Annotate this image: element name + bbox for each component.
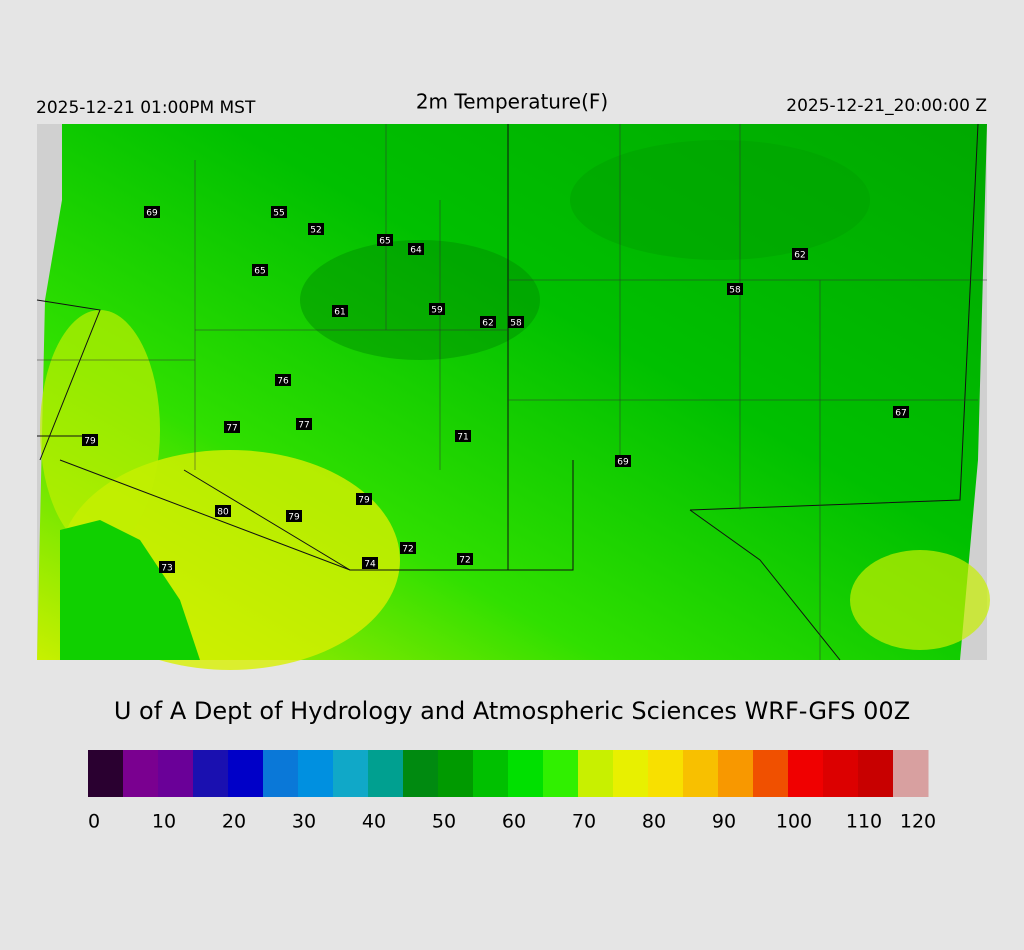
colorbar-segment xyxy=(368,750,404,797)
station-value: 67 xyxy=(895,409,906,419)
colorbar-tick-label: 20 xyxy=(222,811,246,833)
colorbar-segment xyxy=(403,750,439,797)
colorbar-segment xyxy=(228,750,264,797)
colorbar-segment xyxy=(438,750,474,797)
colorbar-segment xyxy=(893,750,929,797)
colorbar-segment xyxy=(648,750,684,797)
station-value: 55 xyxy=(273,209,284,219)
colorbar-segment xyxy=(718,750,754,797)
valid-local-time: 2025-12-21 01:00PM MST xyxy=(36,98,256,118)
station-value: 65 xyxy=(254,267,265,277)
colorbar-tick-label: 110 xyxy=(846,811,882,833)
station-box xyxy=(252,264,268,276)
colorbar-tick-label: 80 xyxy=(642,811,666,833)
colorbar-tick-label: 100 xyxy=(776,811,812,833)
station-box xyxy=(792,248,808,260)
station-value: 62 xyxy=(794,251,805,261)
colorbar-segment xyxy=(298,750,334,797)
valid-utc-time: 2025-12-21_20:00:00 Z xyxy=(786,96,987,116)
colorbar-tick-label: 0 xyxy=(88,811,100,833)
station-value: 62 xyxy=(482,319,493,329)
station-value: 79 xyxy=(288,513,300,523)
station-value: 72 xyxy=(402,545,413,555)
station-box xyxy=(82,434,98,446)
station-value: 69 xyxy=(617,458,629,468)
colorbar-tick-label: 50 xyxy=(432,811,456,833)
station-value: 64 xyxy=(410,246,422,256)
station-box xyxy=(400,542,416,554)
colorbar-tick-label: 120 xyxy=(900,811,936,833)
station-value: 79 xyxy=(358,496,370,506)
station-box xyxy=(727,283,743,295)
colorbar-segment xyxy=(333,750,369,797)
station-value: 58 xyxy=(729,286,741,296)
colorbar-segment xyxy=(753,750,789,797)
station-box xyxy=(159,561,175,573)
colorbar-segment xyxy=(543,750,579,797)
station-box xyxy=(362,557,378,569)
station-value: 52 xyxy=(310,226,321,236)
station-value: 80 xyxy=(217,508,229,518)
station-value: 71 xyxy=(457,433,468,443)
map xyxy=(36,123,990,670)
colorbar-segment xyxy=(613,750,649,797)
colorbar-tick-label: 60 xyxy=(502,811,526,833)
station-value: 61 xyxy=(334,308,345,318)
station-value: 73 xyxy=(161,564,172,574)
station-value: 76 xyxy=(277,377,289,387)
station-labels: 69 55 52 65 64 65 61 59 62 58 62 58 76 77 77 79 71 69 67 80… xyxy=(82,206,909,574)
station-box xyxy=(455,430,471,442)
colorbar-segment xyxy=(578,750,614,797)
station-box xyxy=(308,223,324,235)
station-value: 79 xyxy=(84,437,96,447)
colorbar-tick-label: 90 xyxy=(712,811,736,833)
station-value: 74 xyxy=(364,560,376,570)
colorbar-tick-label: 70 xyxy=(572,811,596,833)
colorbar-segment xyxy=(88,750,124,797)
station-value: 77 xyxy=(298,421,309,431)
colorbar-segment xyxy=(683,750,719,797)
station-box xyxy=(480,316,496,328)
station-value: 72 xyxy=(459,556,470,566)
colorbar-segment xyxy=(508,750,544,797)
colorbar-tick-label: 10 xyxy=(152,811,176,833)
station-value: 77 xyxy=(226,424,237,434)
colorbar-segment xyxy=(263,750,299,797)
station-box xyxy=(332,305,348,317)
station-value: 69 xyxy=(146,209,158,219)
station-box xyxy=(893,406,909,418)
station-box xyxy=(508,316,524,328)
station-box xyxy=(271,206,287,218)
station-box xyxy=(457,553,473,565)
colorbar-tick-label: 40 xyxy=(362,811,386,833)
station-box xyxy=(215,505,231,517)
station-box xyxy=(144,206,160,218)
colorbar-segment xyxy=(123,750,159,797)
colorbar-segment xyxy=(858,750,894,797)
station-box xyxy=(286,510,302,522)
station-box xyxy=(296,418,312,430)
colorbar-segment xyxy=(473,750,509,797)
colorbar-segment xyxy=(193,750,229,797)
station-box xyxy=(356,493,372,505)
station-box xyxy=(408,243,424,255)
colorbar-segment xyxy=(823,750,859,797)
map-title: 2m Temperature(F) xyxy=(416,90,608,114)
station-box xyxy=(615,455,631,467)
colorbar-segment xyxy=(788,750,824,797)
station-box xyxy=(429,303,445,315)
station-value: 65 xyxy=(379,237,390,247)
colorbar-tick-label: 30 xyxy=(292,811,316,833)
credit: U of A Dept of Hydrology and Atmospheric… xyxy=(114,697,910,725)
station-box xyxy=(224,421,240,433)
station-box xyxy=(377,234,393,246)
colorbar-segment xyxy=(158,750,194,797)
station-value: 58 xyxy=(510,319,522,329)
station-box xyxy=(275,374,291,386)
colorbar: 0 10 20 30 40 50 60 70 80 90 100 110 120 xyxy=(88,750,936,833)
station-value: 59 xyxy=(431,306,443,316)
